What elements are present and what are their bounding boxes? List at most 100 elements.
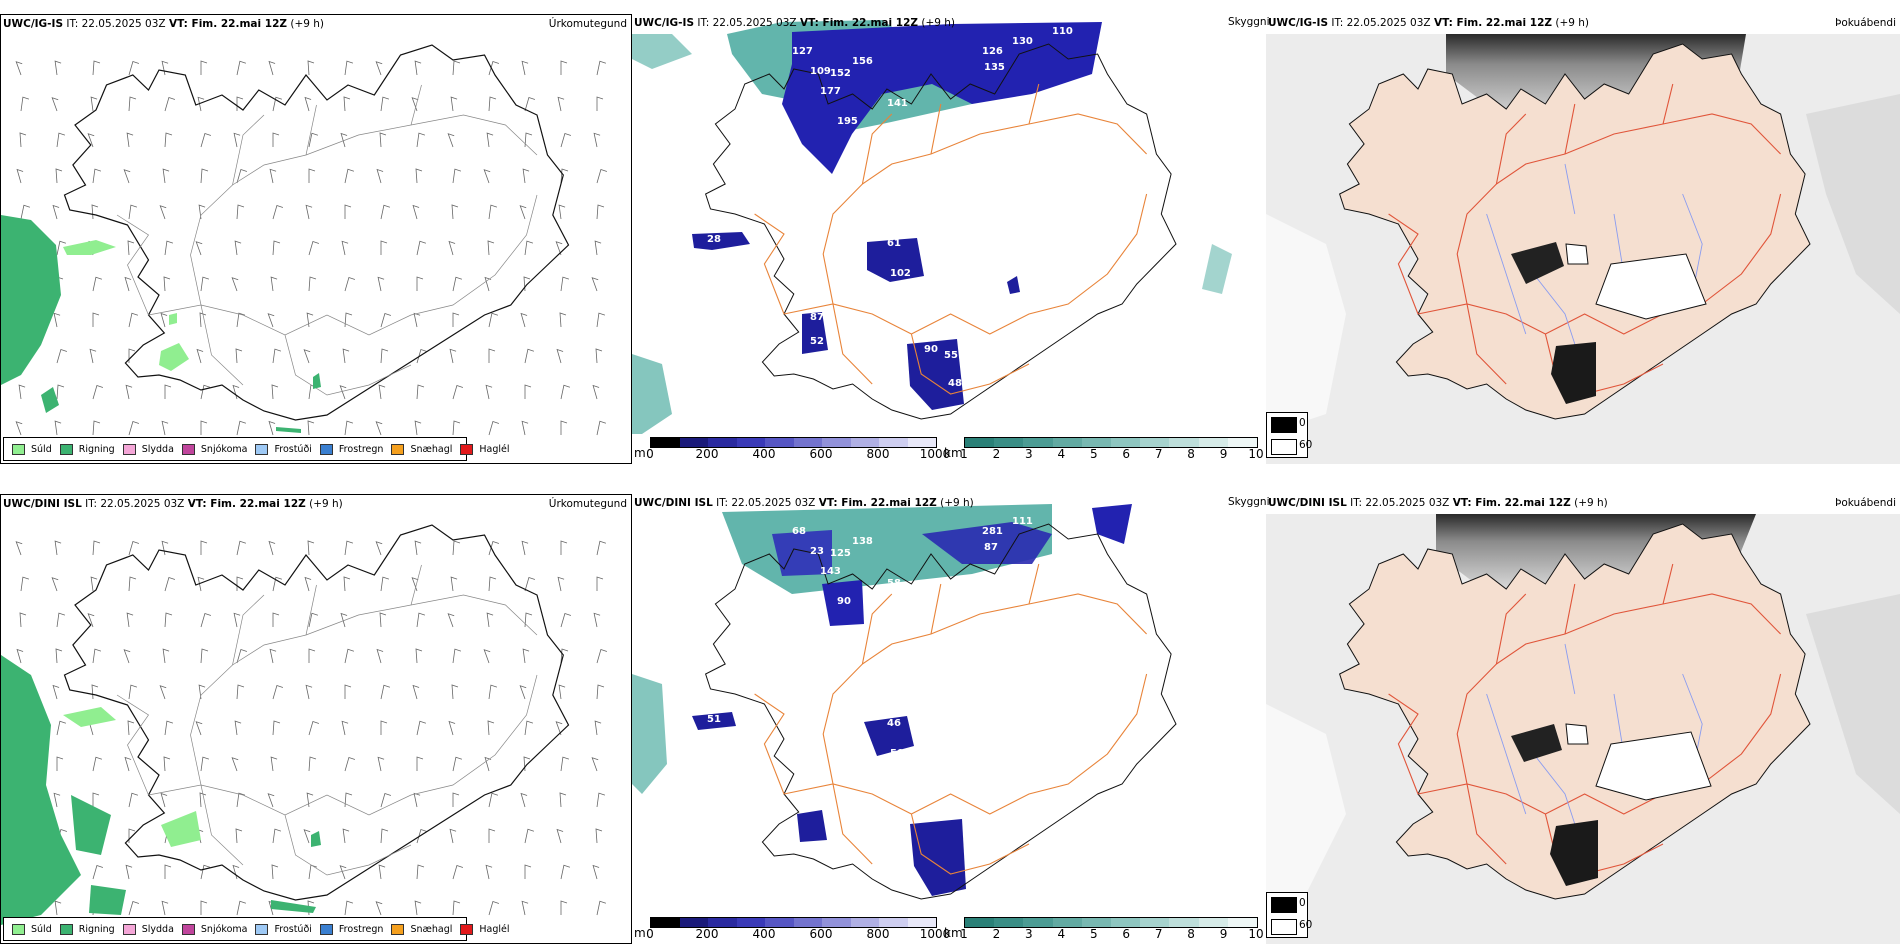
cloud-base-label: 109	[810, 66, 831, 77]
visibility-scale-top: km 1 2 3 4 5 6 7 8 9 10	[942, 436, 1264, 461]
cloud-base-label: 28	[707, 234, 721, 245]
cloud-base-label: 125	[830, 548, 851, 559]
legend-label: Frostúði	[274, 443, 312, 455]
fog-legend-label: 0	[1299, 897, 1306, 909]
fog-panel-bottom: UWC/DINI ISL IT: 22.05.2025 03Z VT: Fim.…	[1266, 494, 1900, 944]
scale-tick: 400	[752, 927, 776, 941]
scale-colorbar	[964, 917, 1258, 928]
scale-tick: 800	[866, 447, 890, 461]
drizzle-area	[63, 240, 116, 255]
scale-tick: 9	[1219, 927, 1228, 941]
scale-tick: 600	[809, 447, 833, 461]
legend-label: Rigning	[78, 443, 115, 455]
scale-unit: m	[634, 926, 646, 940]
cloudbase-scale-top: m 0 200 400 600 800 1000	[632, 436, 950, 461]
scale-tick: 1000	[919, 447, 951, 461]
fog-map-bottom	[1266, 514, 1900, 944]
panel-header: UWC/IG-IS IT: 22.05.2025 03Z VT: Fim. 22…	[634, 17, 956, 29]
legend-label: Snæhagl	[410, 923, 453, 935]
legend-label: Snjókoma	[200, 923, 248, 935]
visibility-title: Skyggni	[1228, 16, 1270, 28]
legend-item: Rigning	[59, 443, 115, 455]
scale-tick: 10	[1248, 927, 1264, 941]
legend-swatch	[59, 923, 73, 935]
scale-tick: 200	[695, 927, 719, 941]
scale-colorbar	[650, 437, 937, 448]
road-network	[754, 83, 1148, 395]
scale-tick: 600	[809, 927, 833, 941]
legend-label: Haglél	[479, 443, 510, 455]
legend-swatch	[181, 923, 195, 935]
scale-tick: 800	[866, 927, 890, 941]
cloud-base-label: 111	[1012, 516, 1033, 527]
cloud-base-label: 152	[830, 68, 851, 79]
scale-tick: 8	[1187, 927, 1195, 941]
scale-colorbar	[650, 917, 937, 928]
scale-tick: 9	[1219, 447, 1228, 461]
scale-tick: 0	[646, 447, 654, 461]
panel-header: UWC/DINI ISL IT: 22.05.2025 03Z VT: Fim.…	[3, 498, 343, 510]
low-cloud-area	[782, 22, 1102, 174]
cloud-base-label: 51	[707, 714, 721, 725]
legend-item: Snæhagl	[391, 923, 453, 935]
precip-map-bottom	[1, 524, 608, 925]
fog-legend-label: 0	[1299, 417, 1306, 429]
scale-tick: 400	[752, 447, 776, 461]
legend-swatch	[255, 923, 269, 935]
cloud-base-label: 55	[944, 350, 958, 361]
cloud-base-label: 90	[924, 344, 938, 355]
legend-item: Frostregn	[319, 443, 383, 455]
scale-tick: 200	[695, 447, 719, 461]
cloud-base-label: 127	[792, 46, 813, 57]
fog-legend-swatch	[1271, 439, 1297, 455]
cloud-base-label: 50	[890, 748, 904, 759]
legend-item: Haglél	[460, 923, 510, 935]
legend-item: Snjókoma	[181, 443, 247, 455]
precip-type-panel-top: UWC/IG-IS IT: 22.05.2025 03Z VT: Fim. 22…	[0, 14, 632, 464]
scale-unit: km	[944, 446, 963, 460]
scale-tick: 4	[1057, 447, 1066, 461]
fog-panel-top: UWC/IG-IS IT: 22.05.2025 03Z VT: Fim. 22…	[1266, 14, 1900, 464]
cloud-base-label: 141	[887, 98, 908, 109]
scale-tick: 7	[1154, 927, 1163, 941]
legend-label: Frostúði	[274, 923, 312, 935]
panel-header: UWC/IG-IS IT: 22.05.2025 03Z VT: Fim. 22…	[3, 18, 325, 30]
precip-type-panel-bottom: UWC/DINI ISL IT: 22.05.2025 03Z VT: Fim.…	[0, 494, 632, 944]
cloud-base-label: 46	[887, 718, 901, 729]
scale-colorbar	[964, 437, 1258, 448]
cloud-base-label: 143	[820, 566, 841, 577]
panel-header: UWC/DINI ISL IT: 22.05.2025 03Z VT: Fim.…	[1268, 497, 1608, 509]
scale-tick: 3	[1025, 927, 1033, 941]
fog-legend-label: 60	[1299, 439, 1313, 451]
cloudbase-panel-top: 127 109 152 156 177 195 126 135 130 110 141 28 61 102…	[632, 14, 1264, 464]
fog-legend-top: 0 60	[1266, 412, 1312, 458]
cloud-base-label: 48	[948, 378, 962, 389]
legend-swatch	[12, 923, 25, 935]
scale-tick: 5	[1089, 927, 1098, 941]
precip-legend: Súld Rigning Slydda Snjókoma Frostúði Frostre…	[3, 437, 510, 461]
legend-swatch	[460, 923, 474, 935]
legend-item: Frostregn	[319, 923, 383, 935]
legend-label: Snæhagl	[410, 443, 453, 455]
legend-swatch	[319, 923, 333, 935]
legend-swatch	[255, 443, 269, 455]
cloud-base-label: 52	[810, 336, 824, 347]
scale-tick: 1	[960, 447, 968, 461]
legend-item: Rigning	[59, 923, 115, 935]
cloud-base-label: 126	[982, 46, 1003, 57]
legend-label: Súld	[31, 923, 52, 935]
scale-unit: km	[944, 926, 963, 940]
visibility-scale-bottom: km 1 2 3 4 5 6 7 8 9 10	[942, 916, 1264, 941]
cloud-base-label: 61	[887, 238, 901, 249]
cloud-base-label: 281	[982, 526, 1003, 537]
scale-tick: 4	[1057, 927, 1066, 941]
panel-header: UWC/IG-IS IT: 22.05.2025 03Z VT: Fim. 22…	[1268, 17, 1590, 29]
legend-swatch	[391, 443, 405, 455]
legend-swatch	[319, 443, 333, 455]
fog-legend-swatch	[1271, 897, 1297, 913]
legend-item: Frostúði	[255, 923, 312, 935]
cloud-base-label: 68	[792, 526, 806, 537]
legend-label: Rigning	[78, 923, 115, 935]
legend-swatch	[181, 443, 195, 455]
